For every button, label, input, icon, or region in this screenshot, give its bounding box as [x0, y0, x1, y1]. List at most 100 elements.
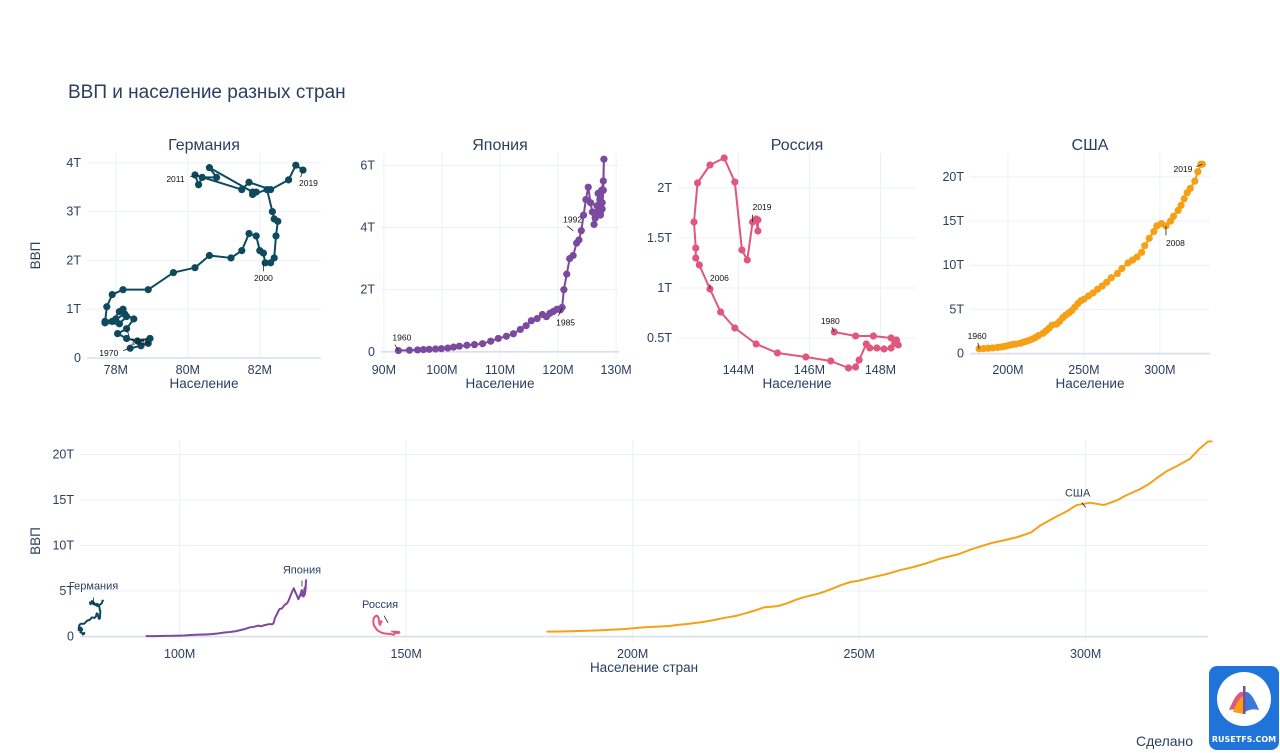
- data-point: [1169, 212, 1178, 220]
- data-point: [494, 334, 502, 343]
- data-point: [887, 344, 895, 352]
- data-point: [502, 332, 510, 340]
- data-point: [425, 345, 433, 353]
- data-point: [1177, 201, 1185, 209]
- y-tick-label: 1.5T: [647, 231, 672, 245]
- y-tick-label: 4T: [360, 221, 375, 235]
- x-tick-label: 90M: [372, 363, 396, 377]
- annotation-label: 2006: [710, 273, 729, 283]
- x-axis-title: Население: [466, 376, 535, 391]
- data-point: [594, 189, 602, 197]
- data-point: [299, 166, 307, 174]
- series-annotation-arrow: [383, 615, 389, 624]
- data-point: [252, 232, 260, 240]
- annotation-label: 1980: [821, 316, 840, 326]
- data-point: [873, 344, 881, 352]
- x-tick-label: 80M: [176, 363, 200, 377]
- data-point: [584, 183, 592, 191]
- data-point: [431, 345, 440, 353]
- data-point: [470, 341, 479, 349]
- data-point: [444, 344, 452, 352]
- data-point: [437, 345, 445, 353]
- x-tick-label: 110M: [485, 363, 515, 377]
- subplot-title: Россия: [771, 137, 823, 154]
- data-point: [103, 303, 111, 311]
- annotation-arrow: [566, 225, 574, 231]
- y-axis-title: ВВП: [28, 527, 43, 555]
- series-annotation-arrow: [1081, 502, 1086, 508]
- data-point: [855, 356, 863, 364]
- data-point: [191, 171, 199, 179]
- data-point: [1191, 177, 1199, 185]
- x-tick-label: 78M: [104, 363, 128, 377]
- x-tick-label: 250M: [1068, 363, 1099, 377]
- x-tick-label: 200M: [617, 647, 648, 661]
- data-point: [600, 155, 608, 163]
- x-tick-label: 148M: [865, 363, 896, 377]
- data-point: [752, 340, 760, 348]
- data-point: [852, 332, 860, 340]
- subplot-title: Германия: [168, 137, 240, 154]
- data-point: [743, 256, 751, 264]
- x-tick-label: 120M: [542, 363, 573, 377]
- annotation-arrow: [190, 174, 199, 178]
- y-tick-label: 0: [74, 351, 81, 365]
- data-point: [115, 320, 123, 328]
- y-tick-label: 0: [67, 630, 74, 644]
- data-point: [852, 363, 860, 371]
- data-point: [405, 346, 414, 354]
- data-point: [522, 322, 530, 330]
- annotation-label: 2011: [166, 174, 185, 184]
- annotation-arrow: [977, 342, 980, 349]
- data-point: [238, 247, 246, 255]
- y-tick-label: 0: [957, 347, 964, 361]
- data-point: [593, 202, 601, 210]
- data-point: [586, 199, 595, 207]
- data-point: [463, 341, 471, 349]
- annotation-label: 1960: [968, 331, 987, 341]
- y-tick-label: 2T: [66, 253, 81, 267]
- x-tick-label: 200M: [992, 363, 1023, 377]
- data-point: [272, 232, 280, 240]
- data-point: [752, 215, 760, 223]
- x-axis-title: Население: [763, 376, 832, 391]
- annotation-label: 1970: [99, 348, 118, 358]
- data-point: [108, 317, 116, 325]
- data-point: [133, 337, 141, 345]
- y-tick-label: 2T: [360, 283, 375, 297]
- annotation-label: 2008: [1166, 238, 1185, 248]
- y-tick-label: 4T: [66, 156, 81, 170]
- data-point: [869, 332, 877, 340]
- data-point: [599, 186, 607, 194]
- data-point: [198, 173, 206, 182]
- annotation-label: 1992: [563, 215, 582, 225]
- data-point: [1107, 274, 1115, 282]
- data-point: [108, 290, 116, 299]
- subplot-title: США: [1072, 137, 1109, 154]
- data-point: [119, 305, 127, 313]
- annotation-arrow: [394, 344, 399, 351]
- y-tick-label: 20T: [52, 448, 74, 462]
- data-point: [830, 328, 838, 336]
- data-point: [695, 261, 703, 269]
- data-point: [1113, 269, 1121, 278]
- data-point: [419, 346, 427, 354]
- data-point: [267, 186, 275, 194]
- x-tick-label: 150M: [391, 647, 422, 661]
- y-tick-label: 15T: [942, 214, 964, 228]
- data-point: [144, 286, 152, 294]
- series-annotation-label: Япония: [283, 564, 321, 576]
- x-tick-label: 144M: [723, 363, 754, 377]
- y-tick-label: 6T: [360, 158, 375, 172]
- data-point: [119, 286, 127, 294]
- data-point: [892, 336, 901, 344]
- data-point: [270, 254, 278, 262]
- rusetfs-logo[interactable]: RUSETFS.COM: [1209, 666, 1279, 750]
- y-tick-label: 5T: [59, 584, 74, 598]
- annotation-label: 2019: [753, 202, 772, 212]
- x-axis-title: Население: [170, 376, 239, 391]
- data-point: [1103, 278, 1111, 286]
- data-point: [527, 317, 535, 325]
- annotation-label: 1985: [131, 337, 150, 347]
